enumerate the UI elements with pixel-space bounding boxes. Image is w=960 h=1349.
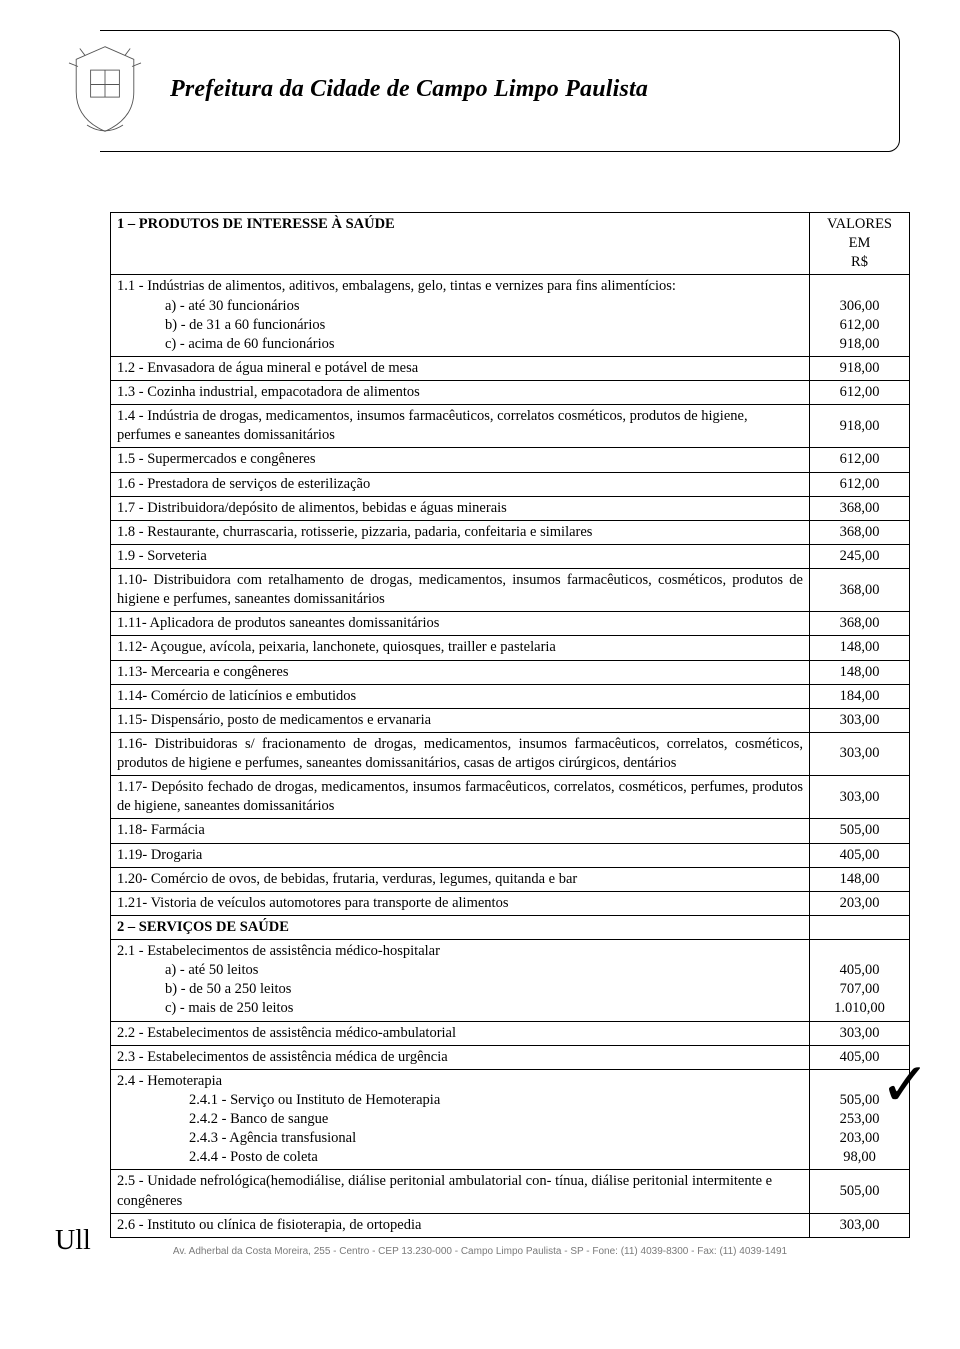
row-desc: 1.17- Depósito fechado de drogas, medica… (111, 776, 810, 819)
section-1-title: 1 – PRODUTOS DE INTERESSE À SAÚDE (111, 213, 810, 275)
letterhead: Prefeitura da Cidade de Campo Limpo Paul… (100, 30, 900, 152)
row-desc: c) - acima de 60 funcionários (117, 335, 803, 354)
row-desc: 2.4.4 - Posto de coleta (117, 1148, 803, 1167)
row-desc: 2.4.1 - Serviço ou Instituto de Hemotera… (117, 1091, 803, 1110)
row-value: 253,00 (840, 1111, 880, 1127)
signature-icon: Ull (55, 1225, 91, 1257)
row-desc: 2.4 - Hemoterapia (117, 1073, 222, 1089)
row-value: 148,00 (810, 660, 910, 684)
row-value: 306,00 (840, 298, 880, 314)
row-desc: 2.4.2 - Banco de sangue (117, 1110, 803, 1129)
row-desc: 2.5 - Unidade nefrológica(hemodiálise, d… (111, 1170, 810, 1213)
row-desc: 1.19- Drogaria (111, 843, 810, 867)
row-value: 612,00 (810, 448, 910, 472)
row-desc: 2.3 - Estabelecimentos de assistência mé… (111, 1045, 810, 1069)
row-value: 612,00 (840, 317, 880, 333)
row-value: 303,00 (810, 708, 910, 732)
page-title: Prefeitura da Cidade de Campo Limpo Paul… (170, 76, 648, 103)
row-value: 405,00 (840, 962, 880, 978)
row-value: 612,00 (810, 472, 910, 496)
values-header: VALORESEMR$ (810, 213, 910, 275)
row-desc: 2.4.3 - Agência transfusional (117, 1129, 803, 1148)
row-value: 505,00 (810, 819, 910, 843)
row-value: 368,00 (810, 496, 910, 520)
row-desc: 1.15- Dispensário, posto de medicamentos… (111, 708, 810, 732)
table-row: 405,00 707,00 1.010,00 (810, 940, 910, 1022)
coat-of-arms-icon (60, 39, 150, 139)
row-desc: 1.8 - Restaurante, churrascaria, rotisse… (111, 520, 810, 544)
table-row: 2.4 - Hemoterapia 2.4.1 - Serviço ou Ins… (111, 1069, 810, 1170)
row-desc: a) - até 30 funcionários (117, 297, 803, 316)
row-desc: 1.11- Aplicadora de produtos saneantes d… (111, 612, 810, 636)
row-desc: 1.2 - Envasadora de água mineral e potáv… (111, 356, 810, 380)
row-desc: 1.10- Distribuidora com retalhamento de … (111, 569, 810, 612)
row-value: 303,00 (810, 1021, 910, 1045)
row-desc: b) - de 31 a 60 funcionários (117, 316, 803, 335)
row-value: 203,00 (810, 891, 910, 915)
row-desc: 1.21- Vistoria de veículos automotores p… (111, 891, 810, 915)
row-value: 368,00 (810, 569, 910, 612)
row-value: 148,00 (810, 636, 910, 660)
row-desc: 2.1 - Estabelecimentos de assistência mé… (117, 943, 440, 959)
row-desc: 1.18- Farmácia (111, 819, 810, 843)
section-2-title: 2 – SERVIÇOS DE SAÚDE (111, 915, 810, 939)
row-desc: 1.9 - Sorveteria (111, 544, 810, 568)
row-value: 203,00 (840, 1130, 880, 1146)
table-row (810, 915, 910, 939)
row-desc: c) - mais de 250 leitos (117, 999, 803, 1018)
row-desc: 1.13- Mercearia e congêneres (111, 660, 810, 684)
row-desc: 1.20- Comércio de ovos, de bebidas, frut… (111, 867, 810, 891)
row-desc: 1.7 - Distribuidora/depósito de alimento… (111, 496, 810, 520)
row-value: 918,00 (840, 336, 880, 352)
row-value: 405,00 (810, 843, 910, 867)
fees-table: 1 – PRODUTOS DE INTERESSE À SAÚDE VALORE… (110, 212, 910, 1238)
row-desc: 1.4 - Indústria de drogas, medicamentos,… (111, 405, 810, 448)
row-desc: 1.1 - Indústrias de alimentos, aditivos,… (117, 278, 676, 294)
row-value: 98,00 (843, 1149, 876, 1165)
row-value: 303,00 (810, 1213, 910, 1237)
row-desc: a) - até 50 leitos (117, 961, 803, 980)
row-desc: 1.5 - Supermercados e congêneres (111, 448, 810, 472)
table-row: 1.1 - Indústrias de alimentos, aditivos,… (111, 275, 810, 357)
row-value: 303,00 (810, 776, 910, 819)
row-desc: 2.2 - Estabelecimentos de assistência mé… (111, 1021, 810, 1045)
row-value: 918,00 (810, 405, 910, 448)
row-value: 368,00 (810, 612, 910, 636)
row-value: 918,00 (810, 356, 910, 380)
row-desc: 1.16- Distribuidoras s/ fracionamento de… (111, 732, 810, 775)
row-value: 245,00 (810, 544, 910, 568)
row-desc: 1.6 - Prestadora de serviços de esterili… (111, 472, 810, 496)
row-value: 612,00 (810, 381, 910, 405)
row-value: 303,00 (810, 732, 910, 775)
row-value: 368,00 (810, 520, 910, 544)
row-value: 148,00 (810, 867, 910, 891)
initial-mark-icon: ✓ (880, 1050, 930, 1120)
row-desc: 1.3 - Cozinha industrial, empacotadora d… (111, 381, 810, 405)
footer-address: Av. Adherbal da Costa Moreira, 255 - Cen… (60, 1246, 900, 1257)
row-desc: 1.14- Comércio de laticínios e embutidos (111, 684, 810, 708)
row-desc: b) - de 50 a 250 leitos (117, 980, 803, 999)
row-value: 1.010,00 (834, 1000, 885, 1016)
table-row: 306,00 612,00 918,00 (810, 275, 910, 357)
row-value: 184,00 (810, 684, 910, 708)
row-desc: 1.12- Açougue, avícola, peixaria, lancho… (111, 636, 810, 660)
row-value: 505,00 (810, 1170, 910, 1213)
row-value: 707,00 (840, 981, 880, 997)
row-value: 505,00 (840, 1092, 880, 1108)
row-desc: 2.6 - Instituto ou clínica de fisioterap… (111, 1213, 810, 1237)
table-row: 2.1 - Estabelecimentos de assistência mé… (111, 940, 810, 1022)
